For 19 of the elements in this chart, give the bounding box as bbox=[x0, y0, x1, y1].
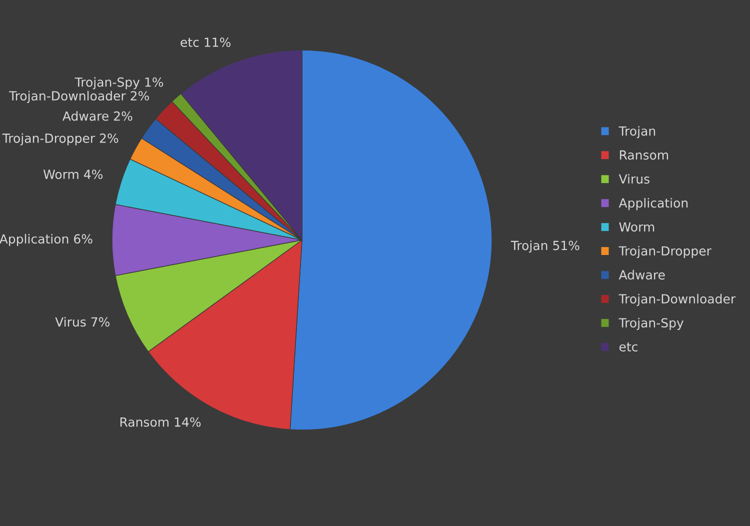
category-label: Adware 2% bbox=[62, 111, 132, 121]
legend-label: Adware bbox=[618, 270, 665, 280]
legend-label: Trojan bbox=[618, 126, 656, 138]
category-label: Trojan 51% bbox=[510, 240, 580, 253]
category-label: Virus 7% bbox=[55, 316, 110, 327]
legend-label: Trojan-Spy bbox=[618, 318, 684, 330]
legend-label: Application bbox=[618, 198, 688, 210]
category-label: etc 11% bbox=[180, 38, 231, 47]
legend-label: Ransom bbox=[620, 150, 668, 160]
category-label: Trojan-Downloader 2% bbox=[8, 90, 149, 103]
legend-label: Trojan-Dropper bbox=[618, 246, 712, 258]
legend-label: Trojan-Downloader bbox=[618, 294, 736, 306]
category-label: Trojan-Dropper 2% bbox=[2, 133, 118, 146]
category-label: Worm 4% bbox=[43, 170, 103, 180]
legend-label: etc bbox=[619, 342, 638, 352]
legend-label: Virus bbox=[618, 174, 650, 184]
category-label: Ransom 14% bbox=[120, 417, 201, 427]
legend-label: Worm bbox=[619, 222, 654, 232]
category-label: Trojan-Spy 1% bbox=[74, 77, 164, 90]
